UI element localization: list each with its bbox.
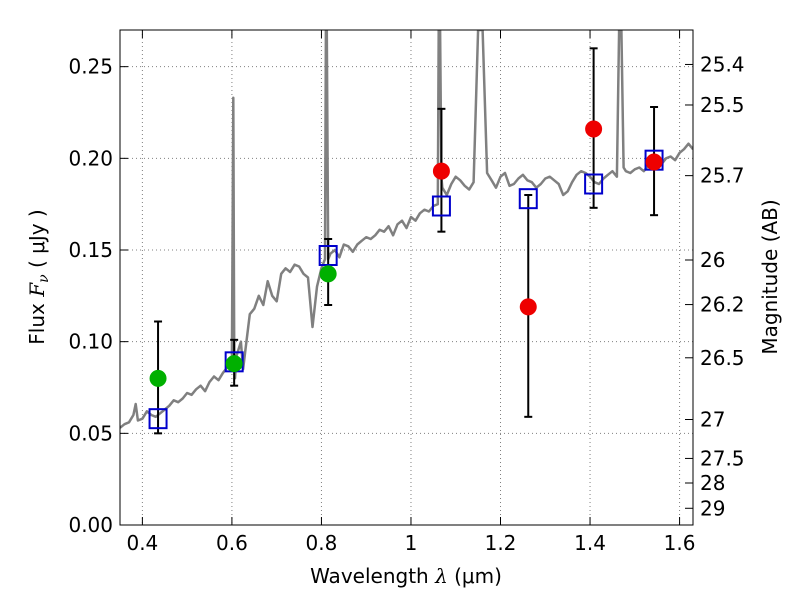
x-tick-label: 0.6 [216,531,248,555]
model-square [518,188,538,210]
red-point [432,162,450,180]
model-square [318,245,338,266]
y-tick-label: 0.20 [68,146,113,170]
spectrum-layer [120,30,693,429]
red-point [519,298,537,316]
y-tick-label: 0.15 [68,238,113,262]
magnitude-tick-label: 25.4 [700,52,745,76]
y-tick-label: 0.05 [68,421,113,445]
y-axis-label: Flux Fν ( μJy ) [25,209,52,344]
magnitude-tick-label: 27.5 [700,446,745,470]
plot-frame [119,29,694,526]
magnitude-tick-label: 27 [700,407,725,431]
green-point [319,265,337,283]
spectrum-line [120,30,693,429]
secondary-y-axis-label: Magnitude (AB) [758,199,782,354]
x-tick-label: 1 [405,531,418,555]
x-tick-label: 1.6 [664,531,696,555]
magnitude-tick-label: 26.5 [700,346,745,370]
magnitude-tick-label: 26.2 [700,293,745,317]
green-point [225,355,243,373]
x-tick-label: 1.4 [574,531,606,555]
axis-ticks [120,30,693,526]
y-tick-label: 0.00 [68,513,113,537]
red-point [645,153,663,171]
magnitude-tick-label: 29 [700,496,725,520]
red-point [585,120,603,138]
model-square [431,195,451,217]
magnitude-tick-label: 28 [700,471,725,495]
green-point [149,369,167,387]
model-square [584,173,604,195]
grid [120,30,693,525]
x-axis-label: Wavelength λ (μm) [310,564,502,588]
magnitude-tick-label: 26 [700,248,725,272]
tick-labels: 0.4 0.6 0.8 1 1.2 1.4 1.6 0.00 0.05 0.10 0.15 0.20 0… [68,52,744,555]
observed-points-layer [149,120,663,387]
x-tick-label: 0.4 [126,531,158,555]
magnitude-tick-label: 25.5 [700,93,745,117]
x-tick-label: 1.2 [485,531,517,555]
y-tick-label: 0.10 [68,330,113,354]
model-square [148,408,168,430]
magnitude-tick-label: 25.7 [700,164,745,188]
x-tick-label: 0.8 [306,531,338,555]
y-tick-label: 0.25 [68,55,113,79]
